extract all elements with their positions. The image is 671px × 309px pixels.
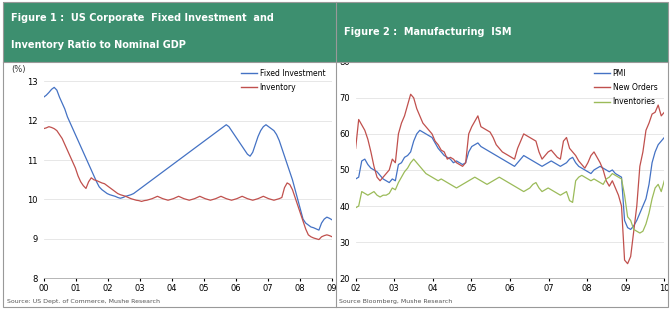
Text: Figure 2 :  Manufacturing  ISM: Figure 2 : Manufacturing ISM	[344, 27, 511, 37]
Text: Source: US Dept. of Commerce, Mushe Research: Source: US Dept. of Commerce, Mushe Rese…	[7, 299, 160, 304]
Text: Inventory Ratio to Nominal GDP: Inventory Ratio to Nominal GDP	[11, 40, 187, 50]
Text: Source Bloomberg, Mushe Research: Source Bloomberg, Mushe Research	[339, 299, 452, 304]
Legend: PMI, New Orders, Inventories: PMI, New Orders, Inventories	[591, 66, 660, 109]
Legend: Fixed Investment, Inventory: Fixed Investment, Inventory	[238, 66, 328, 95]
Text: (%): (%)	[11, 65, 26, 74]
Text: Figure 1 :  US Corporate  Fixed Investment  and: Figure 1 : US Corporate Fixed Investment…	[11, 13, 274, 23]
